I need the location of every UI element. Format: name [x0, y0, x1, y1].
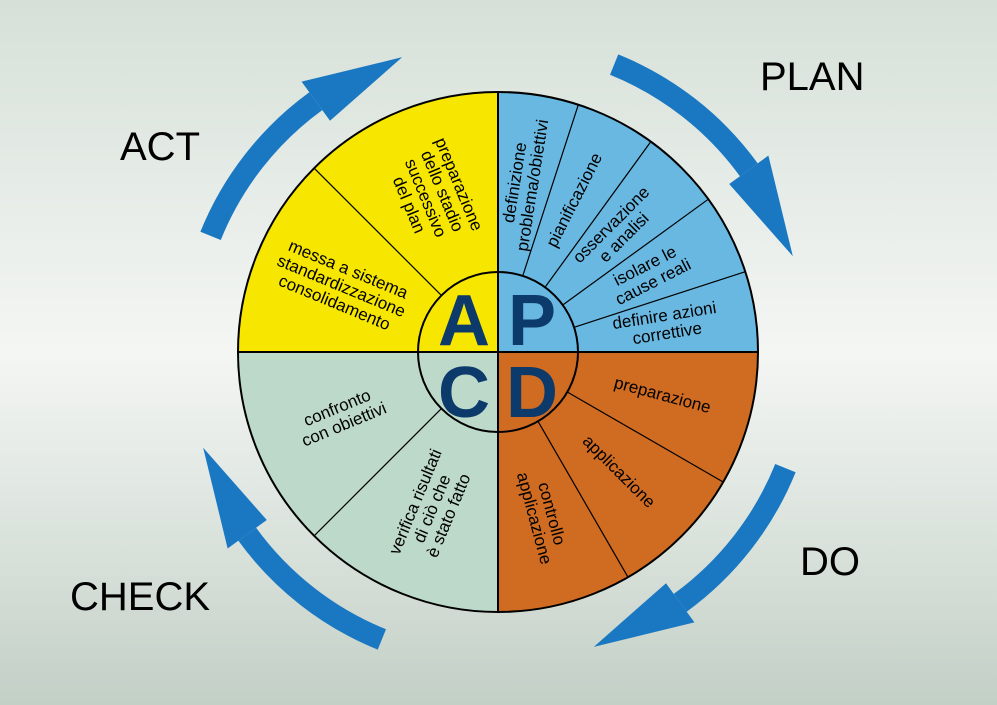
center-letter-a: A	[438, 281, 490, 361]
pdca-svg: definizioneproblema/obiettivipianificazi…	[0, 0, 997, 705]
outer-label-check: CHECK	[70, 575, 210, 619]
center-letter-c: C	[438, 353, 490, 433]
center-letter-p: P	[508, 281, 556, 361]
pdca-diagram: definizioneproblema/obiettivipianificazi…	[0, 0, 997, 705]
wheel: definizioneproblema/obiettivipianificazi…	[238, 92, 758, 612]
outer-label-do: DO	[800, 540, 860, 584]
outer-label-plan: PLAN	[760, 55, 865, 99]
outer-label-act: ACT	[120, 125, 200, 169]
center-letter-d: D	[506, 353, 558, 433]
